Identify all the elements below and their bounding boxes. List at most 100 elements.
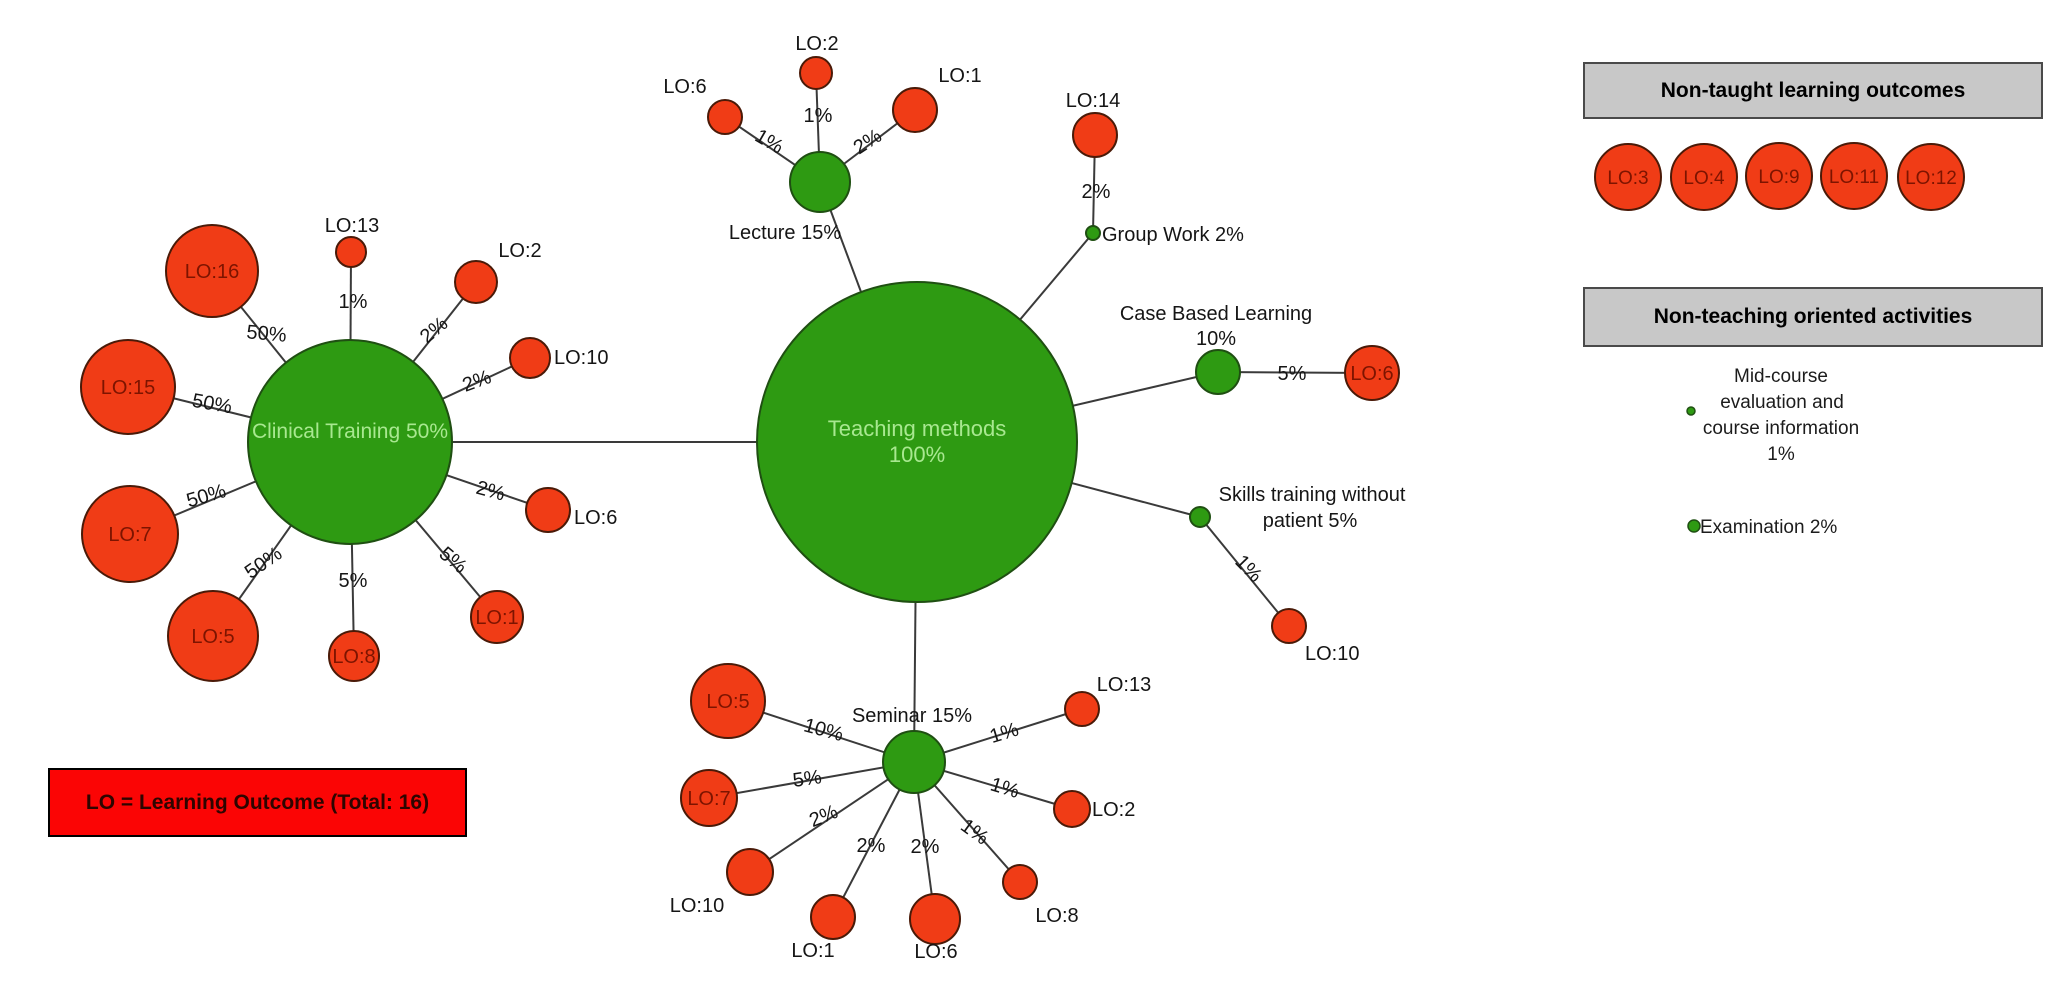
node-label-cbl-1: 10% (1196, 328, 1236, 350)
edge-label-seminar-s-lo2: 1% (988, 774, 1022, 804)
edge-label-clinical-c-lo15: 50% (190, 390, 233, 419)
activity-dot-mid-course-evaluation (1686, 406, 1696, 416)
node-label-c-lo1-0: LO:1 (475, 607, 518, 629)
node-lo14 (1072, 112, 1118, 158)
node-label-s-lo7-0: LO:7 (687, 788, 730, 810)
node-s-lo8 (1002, 864, 1038, 900)
node-c-lo5 (167, 590, 259, 682)
node-label-groupwork-0: Group Work 2% (1102, 224, 1244, 246)
node-label-c-lo15-0: LO:15 (101, 377, 155, 399)
node-c-lo1 (470, 590, 524, 644)
edge-label-clinical-c-lo6: 2% (474, 477, 508, 506)
node-s-lo13 (1064, 691, 1100, 727)
node-s-lo7 (680, 769, 738, 827)
node-label-s-lo1-0: LO:1 (791, 940, 834, 962)
node-skills (1189, 506, 1211, 528)
node-label-l-lo2-0: LO:2 (795, 33, 838, 55)
edge-label-clinical-c-lo8: 5% (339, 570, 368, 592)
edge-label-cbl-cbl-lo6: 5% (1278, 363, 1307, 385)
node-s-lo10 (726, 848, 774, 896)
non-taught-label-LO:11: LO:11 (1829, 167, 1879, 188)
edge-label-clinical-c-lo7: 50% (184, 480, 229, 512)
node-label-skills-0: Skills training without (1219, 484, 1406, 506)
node-label-sk-lo10-0: LO:10 (1305, 643, 1359, 665)
node-label-l-lo1-0: LO:1 (938, 65, 981, 87)
node-c-lo2 (454, 260, 498, 304)
node-seminar (882, 730, 946, 794)
node-c-lo13 (335, 236, 367, 268)
edge-label-clinical-c-lo5: 50% (241, 542, 287, 583)
edge-label-lecture-l-lo6: 1% (751, 125, 787, 159)
edge-label-seminar-s-lo6: 2% (911, 836, 940, 858)
edge-seminar-s-lo7 (708, 761, 915, 799)
node-label-cbl-lo6-0: LO:6 (1350, 363, 1393, 385)
edge-seminar-s-lo10 (749, 761, 915, 873)
node-label-c-lo10-0: LO:10 (554, 347, 608, 369)
edge-skills-sk-lo10 (1199, 516, 1290, 627)
node-c-lo8 (328, 630, 380, 682)
node-label-c-lo5-0: LO:5 (191, 626, 234, 648)
non-taught-node-LO:11 (1820, 142, 1888, 210)
node-s-lo5 (690, 663, 766, 739)
node-c-lo10 (509, 337, 551, 379)
node-label-s-lo10-0: LO:10 (670, 895, 724, 917)
node-c-lo6 (525, 487, 571, 533)
node-label-c-lo6-0: LO:6 (574, 507, 617, 529)
activity-label-mid-course-evaluation-1: evaluation and (1720, 392, 1844, 413)
node-label-lecture-0: Lecture 15% (729, 222, 842, 244)
edge-label-clinical-c-lo16: 50% (246, 321, 288, 346)
node-clinical (247, 339, 453, 545)
node-l-lo6 (707, 99, 743, 135)
activity-dot-examination (1687, 519, 1701, 533)
non-taught-label-LO:12: LO:12 (1905, 168, 1957, 189)
node-label-c-lo7-0: LO:7 (108, 524, 151, 546)
node-label-clinical-0: Clinical Training 50% (252, 420, 448, 443)
edge-label-lecture-l-lo2: 1% (804, 105, 833, 127)
node-c-lo15 (80, 339, 176, 435)
node-sk-lo10 (1271, 608, 1307, 644)
activity-label-examination-0: Examination 2% (1700, 517, 1837, 538)
node-label-l-lo6-0: LO:6 (663, 76, 706, 98)
node-c-lo7 (81, 485, 179, 583)
node-label-s-lo8-0: LO:8 (1035, 905, 1078, 927)
non-teaching-activities-header: Non-teaching oriented activities (1583, 287, 2043, 347)
node-groupwork (1085, 225, 1101, 241)
node-tm (756, 281, 1078, 603)
non-taught-label-LO:4: LO:4 (1683, 168, 1725, 189)
edge-label-skills-sk-lo10: 1% (1230, 551, 1266, 587)
non-taught-outcomes-header: Non-taught learning outcomes (1583, 62, 2043, 119)
activity-label-mid-course-evaluation-3: 1% (1767, 444, 1795, 465)
node-label-cbl-0: Case Based Learning (1120, 303, 1312, 325)
activity-label-mid-course-evaluation-2: course information (1703, 418, 1859, 439)
edge-label-groupwork-lo14: 2% (1082, 181, 1111, 203)
edge-label-seminar-s-lo5: 10% (801, 714, 846, 746)
node-label-c-lo8-0: LO:8 (332, 646, 375, 668)
node-label-s-lo5-0: LO:5 (706, 691, 749, 713)
node-label-lo14-0: LO:14 (1066, 90, 1120, 112)
edge-label-clinical-c-lo10: 2% (460, 366, 495, 397)
non-taught-label-LO:3: LO:3 (1607, 168, 1648, 189)
node-label-s-lo6-0: LO:6 (914, 941, 957, 963)
non-taught-label-LO:9: LO:9 (1758, 167, 1799, 188)
node-cbl-lo6 (1344, 345, 1400, 401)
edge-label-clinical-c-lo13: 1% (339, 291, 368, 313)
lo-legend-box: LO = Learning Outcome (Total: 16) (48, 768, 467, 837)
node-label-c-lo13-0: LO:13 (325, 215, 379, 237)
node-cbl (1195, 349, 1241, 395)
node-s-lo6 (909, 893, 961, 945)
node-l-lo2 (799, 56, 833, 90)
edge-label-seminar-s-lo13: 1% (987, 718, 1021, 748)
node-label-s-lo13-0: LO:13 (1097, 674, 1151, 696)
node-s-lo2 (1053, 790, 1091, 828)
edge-label-seminar-s-lo1: 2% (857, 835, 886, 857)
edge-label-seminar-s-lo7: 5% (791, 766, 823, 792)
node-lecture (789, 151, 851, 213)
node-label-c-lo16-0: LO:16 (185, 261, 239, 283)
non-taught-node-LO:12 (1897, 143, 1965, 211)
non-taught-node-LO:3 (1594, 143, 1662, 211)
node-label-seminar-0: Seminar 15% (852, 705, 972, 727)
node-label-tm-0: Teaching methods (828, 416, 1007, 441)
node-c-lo16 (165, 224, 259, 318)
